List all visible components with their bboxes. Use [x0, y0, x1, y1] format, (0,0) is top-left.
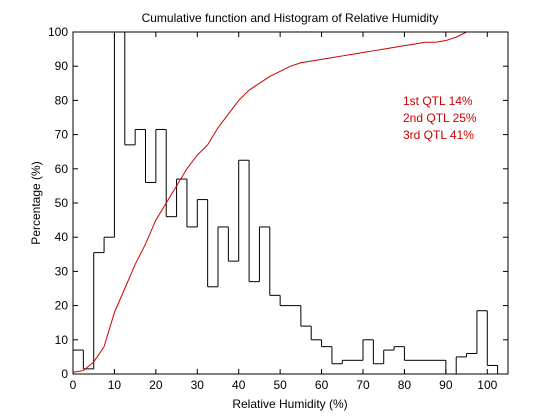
y-tick-label: 10: [55, 333, 69, 347]
x-tick-label: 50: [273, 378, 287, 392]
y-tick-label: 100: [48, 25, 68, 39]
x-tick-label: 90: [439, 378, 453, 392]
x-tick-label: 60: [315, 378, 329, 392]
x-tick-label: 100: [477, 378, 497, 392]
x-tick-label: 40: [232, 378, 246, 392]
chart-title: Cumulative function and Histogram of Rel…: [142, 11, 439, 25]
y-tick-label: 70: [55, 128, 69, 142]
y-tick-label: 50: [55, 196, 69, 210]
y-axis-label: Percentage (%): [29, 161, 43, 244]
plot-layer: 0 10 20 30 40 50 60 70 80 90 100 0 10 20 30 40 50 60 70 80 9…: [48, 25, 509, 392]
annotation-q1: 1st QTL 14%: [403, 94, 473, 108]
x-tick-label: 10: [108, 378, 122, 392]
x-tick-label: 80: [398, 378, 412, 392]
x-tick-label: 20: [149, 378, 163, 392]
y-tick-label: 80: [55, 93, 69, 107]
x-tick-label: 0: [70, 378, 77, 392]
y-tick-label: 30: [55, 264, 69, 278]
annotation-q2: 2nd QTL 25%: [403, 111, 477, 125]
y-tick-label: 90: [55, 59, 69, 73]
y-tick-label: 60: [55, 162, 69, 176]
annotation-q3: 3rd QTL 41%: [403, 128, 474, 142]
x-tick-label: 70: [356, 378, 370, 392]
cumulative-line: [72, 31, 498, 373]
y-tick-label: 20: [55, 299, 69, 313]
x-axis-label: Relative Humidity (%): [232, 397, 347, 411]
y-tick-label: 40: [55, 230, 69, 244]
y-tick-label: 0: [61, 367, 68, 381]
x-tick-label: 30: [191, 378, 205, 392]
axes-frame: [72, 31, 509, 375]
plot-area: [73, 32, 508, 374]
